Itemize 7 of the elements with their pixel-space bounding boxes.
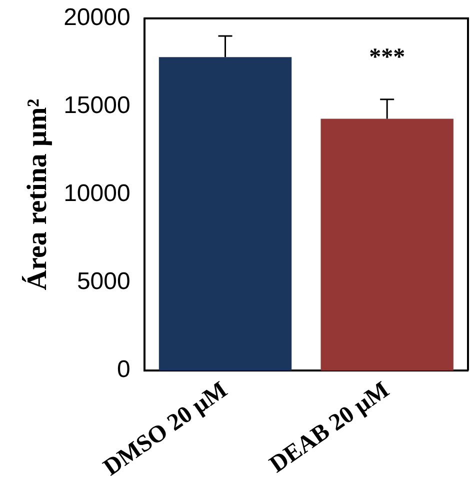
y-tick-label: 10000: [64, 180, 130, 208]
y-tick-label: 5000: [76, 268, 130, 296]
y-tick-label: 20000: [64, 4, 130, 32]
y-tick-label: 15000: [64, 92, 130, 120]
y-tick-label: 0: [116, 356, 130, 384]
y-axis-title: Área retina µm²: [21, 98, 54, 290]
annotation: ***: [369, 44, 406, 71]
